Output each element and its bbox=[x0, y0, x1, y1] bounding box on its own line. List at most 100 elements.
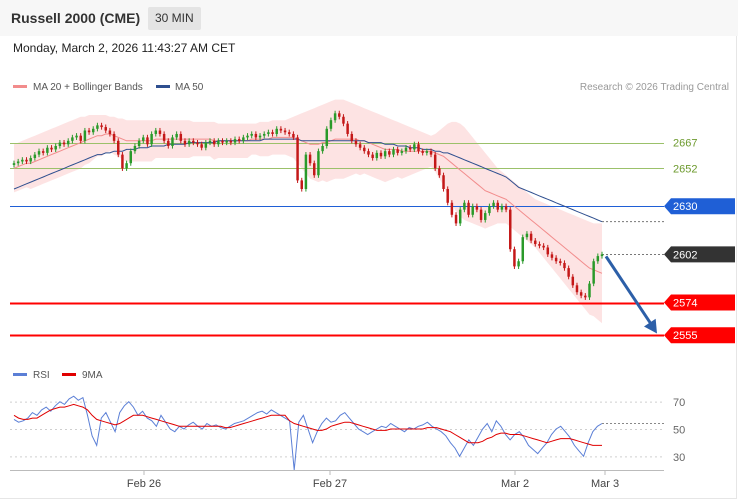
candle-body bbox=[550, 254, 554, 258]
candle-body bbox=[404, 147, 408, 152]
candle-body bbox=[346, 123, 349, 134]
candle-body bbox=[375, 152, 379, 159]
candle-body bbox=[267, 132, 270, 134]
candle-body bbox=[54, 146, 57, 150]
candle-body bbox=[396, 149, 399, 153]
candle-body bbox=[58, 142, 62, 146]
candle-body bbox=[96, 125, 99, 129]
rsi-legend-swatch bbox=[13, 373, 27, 376]
candle-body bbox=[313, 163, 316, 176]
x-tick-label: Mar 2 bbox=[501, 478, 529, 490]
candle-body bbox=[275, 128, 278, 134]
level-tag-2574 bbox=[664, 294, 735, 311]
rsi-panel: 30 50 70 bbox=[10, 395, 685, 471]
candle-body bbox=[342, 116, 345, 124]
rsi-tick-70: 70 bbox=[673, 397, 685, 409]
candle-body bbox=[104, 127, 107, 131]
candle-body bbox=[46, 147, 49, 153]
candle-body bbox=[534, 240, 537, 245]
candle-body bbox=[575, 285, 579, 293]
candle-body bbox=[463, 202, 466, 210]
candle-body bbox=[475, 206, 479, 210]
candle-body bbox=[513, 249, 516, 267]
candle-body bbox=[438, 168, 441, 176]
candle-body bbox=[183, 140, 187, 145]
candle-body bbox=[479, 209, 483, 220]
forecast-arrow-shaft bbox=[604, 255, 654, 327]
candle-body bbox=[538, 244, 541, 246]
rsi-ma9-line bbox=[13, 403, 602, 446]
candle-body bbox=[379, 152, 383, 157]
level-label-2574: 2574 bbox=[673, 298, 697, 310]
candle-body bbox=[358, 144, 362, 148]
candle-body bbox=[167, 140, 170, 146]
candle-body bbox=[12, 163, 16, 165]
candle-body bbox=[33, 154, 37, 159]
candle-body bbox=[179, 133, 183, 141]
candle-body bbox=[542, 245, 545, 248]
candle-body bbox=[413, 144, 416, 150]
candle-body bbox=[488, 206, 491, 214]
candle-body bbox=[129, 151, 133, 164]
candle-body bbox=[117, 140, 120, 155]
bollinger-band bbox=[14, 99, 602, 324]
candle-body bbox=[408, 147, 412, 150]
candle-body bbox=[525, 233, 529, 238]
candle-body bbox=[254, 133, 258, 138]
candle-body bbox=[559, 261, 562, 263]
candle-body bbox=[292, 133, 295, 138]
candle-body bbox=[108, 130, 112, 134]
candle-body bbox=[592, 261, 595, 284]
candle-body bbox=[354, 140, 358, 145]
candle-body bbox=[162, 133, 166, 141]
candle-body bbox=[338, 113, 341, 117]
candle-body bbox=[425, 151, 429, 153]
level-label-2630: 2630 bbox=[673, 201, 697, 213]
candle-body bbox=[50, 147, 53, 150]
candle-body bbox=[300, 180, 303, 189]
candle-body bbox=[429, 151, 433, 155]
instrument-title: Russell 2000 (CME) bbox=[11, 10, 141, 26]
x-tick-label: Feb 26 bbox=[127, 478, 161, 490]
candle-body bbox=[417, 144, 420, 152]
candle-body bbox=[317, 151, 320, 176]
candle-body bbox=[350, 133, 354, 141]
price-panel: 2667 2652 2630 2602 2574 2555 bbox=[10, 99, 735, 344]
timeframe-badge[interactable]: 30 MIN bbox=[148, 7, 201, 30]
ma50-line bbox=[13, 138, 603, 223]
candle-body bbox=[192, 140, 195, 143]
candle-body bbox=[521, 237, 525, 262]
candle-body bbox=[584, 295, 587, 298]
candle-body bbox=[246, 135, 249, 138]
level-tag-2555 bbox=[664, 327, 735, 344]
candle-body bbox=[87, 130, 91, 133]
candle-body bbox=[367, 151, 370, 155]
candle-body bbox=[504, 206, 508, 210]
candle-body bbox=[212, 140, 216, 145]
candle-body bbox=[37, 151, 41, 155]
candle-body bbox=[258, 135, 262, 138]
candle-body bbox=[75, 135, 78, 138]
candle-body bbox=[283, 130, 287, 133]
candle-body bbox=[517, 261, 520, 267]
x-tick-label: Mar 3 bbox=[591, 478, 619, 490]
candle-body bbox=[25, 159, 28, 162]
candle-body bbox=[471, 206, 474, 215]
candle-body bbox=[421, 151, 424, 153]
candle-body bbox=[458, 209, 462, 224]
candle-body bbox=[279, 128, 283, 131]
candle-body bbox=[400, 151, 404, 153]
candle-body bbox=[137, 140, 141, 146]
candle-body bbox=[329, 120, 333, 129]
candle-body bbox=[200, 144, 203, 148]
forecast-arrowhead bbox=[643, 318, 657, 334]
candle-body bbox=[175, 133, 178, 138]
candle-body bbox=[271, 132, 274, 134]
timestamp: Monday, March 2, 2026 11:43:27 AM CET bbox=[13, 41, 236, 55]
candle-body bbox=[600, 254, 604, 257]
candle-body bbox=[492, 202, 495, 207]
candle-body bbox=[221, 140, 224, 143]
candle-body bbox=[229, 140, 233, 143]
